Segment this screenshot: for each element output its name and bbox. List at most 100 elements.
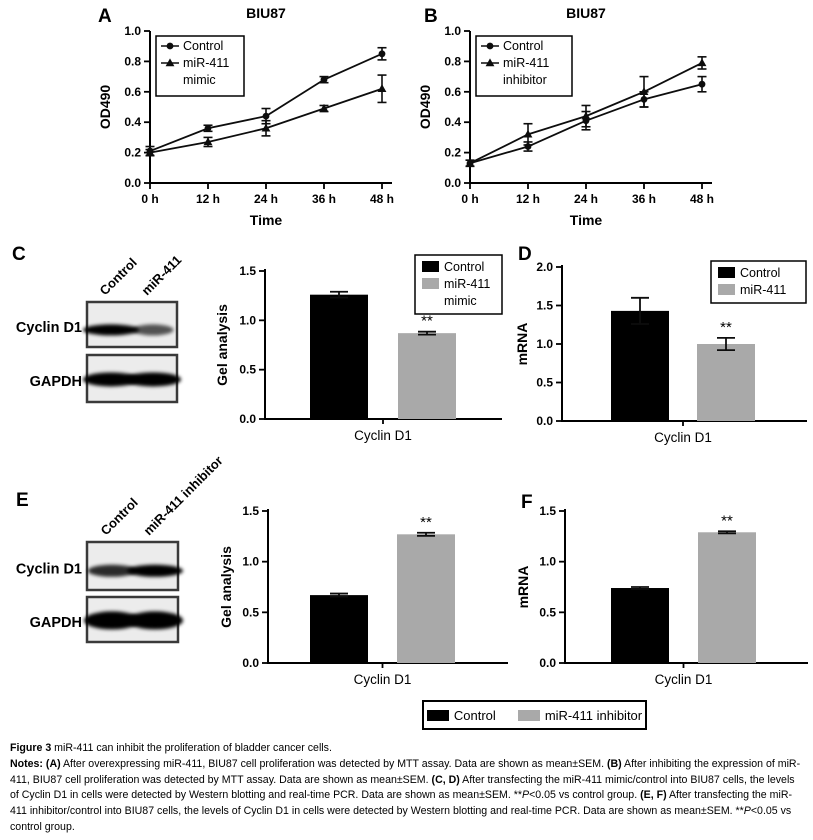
panel-letter-d: D	[518, 244, 532, 265]
svg-text:Time: Time	[570, 212, 603, 228]
svg-text:miR-411: miR-411	[740, 283, 786, 297]
bar-chart-mrna-inhibitor: 0.0 0.5 1.0 1.5 Cyclin D1 mRNA **	[515, 504, 808, 687]
svg-text:Cyclin D1: Cyclin D1	[354, 428, 412, 443]
svg-text:1.5: 1.5	[539, 504, 556, 518]
caption-notes: Notes: (A) After overexpressing miR-411,…	[10, 757, 801, 833]
svg-text:OD490: OD490	[97, 85, 113, 130]
svg-text:1.5: 1.5	[536, 299, 553, 313]
mir411-inhibitor-swatch	[517, 709, 540, 721]
svg-text:0.0: 0.0	[536, 414, 553, 428]
svg-text:Control: Control	[503, 39, 543, 53]
svg-text:0.5: 0.5	[242, 605, 259, 619]
svg-text:36 h: 36 h	[632, 192, 656, 206]
svg-text:0.5: 0.5	[239, 363, 256, 377]
svg-text:48 h: 48 h	[690, 192, 714, 206]
svg-text:mimic: mimic	[444, 294, 477, 308]
svg-text:BIU87: BIU87	[246, 5, 286, 21]
bar-chart-gel-analysis-mimic: 0.0 0.5 1.0 1.5 Cyclin D1 Gel analysis ** Contr…	[214, 254, 503, 443]
svg-text:0.5: 0.5	[539, 605, 556, 619]
panel-letter-b: B	[424, 6, 438, 27]
svg-text:**: **	[720, 319, 732, 336]
svg-text:0.4: 0.4	[444, 115, 461, 129]
svg-text:0.0: 0.0	[239, 412, 256, 426]
svg-text:0.0: 0.0	[539, 656, 556, 670]
svg-text:miR-411: miR-411	[444, 277, 490, 291]
svg-text:0.0: 0.0	[124, 176, 141, 190]
svg-text:inhibitor: inhibitor	[503, 73, 547, 87]
legend-item-mir411-inhibitor: miR-411 inhibitor	[517, 707, 643, 723]
svg-text:**: **	[421, 313, 433, 330]
svg-text:24 h: 24 h	[254, 192, 278, 206]
svg-text:0.2: 0.2	[124, 146, 141, 160]
svg-text:0.2: 0.2	[444, 146, 461, 160]
panel-letter-c: C	[12, 244, 26, 265]
svg-text:Cyclin D1: Cyclin D1	[655, 672, 713, 687]
bar-chart-mrna-mimic: 0.0 0.5 1.0 1.5 2.0 Cyclin D1 mRNA ** Control miR…	[514, 260, 807, 445]
svg-text:Cyclin D1: Cyclin D1	[16, 320, 82, 336]
svg-text:1.0: 1.0	[539, 555, 556, 569]
svg-text:Cyclin D1: Cyclin D1	[16, 561, 82, 577]
panel-letter-a: A	[98, 6, 112, 27]
svg-text:0 h: 0 h	[141, 192, 158, 206]
legend-item-control: Control	[426, 707, 496, 723]
bar-chart-gel-analysis-inhibitor: 0.0 0.5 1.0 1.5 Cyclin D1 Gel analysis **	[218, 504, 508, 687]
svg-text:mRNA: mRNA	[515, 566, 531, 609]
svg-text:0.8: 0.8	[444, 54, 461, 68]
caption-title: Figure 3 miR-411 can inhibit the prolife…	[10, 742, 332, 754]
svg-text:miR-411: miR-411	[503, 56, 549, 70]
svg-text:**: **	[420, 514, 432, 531]
svg-text:1.0: 1.0	[242, 555, 259, 569]
svg-text:Gel analysis: Gel analysis	[218, 546, 234, 628]
svg-text:1.0: 1.0	[536, 337, 553, 351]
line-chart-biu87-mimic: BIU87 0.0 0.2 0.4 0.6 0.8 1.0 0 h 12 h 24 h 36 h 48…	[97, 5, 394, 228]
svg-text:48 h: 48 h	[370, 192, 394, 206]
svg-text:0.4: 0.4	[124, 115, 141, 129]
svg-text:miR-411 inhibitor: miR-411 inhibitor	[141, 453, 226, 538]
svg-text:GAPDH: GAPDH	[30, 374, 82, 390]
svg-text:1.5: 1.5	[242, 504, 259, 518]
svg-text:GAPDH: GAPDH	[30, 615, 82, 631]
svg-text:0.8: 0.8	[124, 54, 141, 68]
panel-letter-f: F	[521, 492, 533, 513]
shared-legend: Control miR-411 inhibitor	[422, 700, 647, 730]
legend-label: Control	[453, 707, 496, 723]
svg-text:12 h: 12 h	[516, 192, 540, 206]
svg-text:0 h: 0 h	[461, 192, 478, 206]
svg-text:1.5: 1.5	[239, 264, 256, 278]
svg-text:0.0: 0.0	[444, 176, 461, 190]
svg-text:Cyclin D1: Cyclin D1	[654, 430, 712, 445]
svg-text:OD490: OD490	[417, 85, 433, 130]
legend-label: miR-411 inhibitor	[544, 707, 643, 723]
svg-text:1.0: 1.0	[239, 313, 256, 327]
svg-text:24 h: 24 h	[574, 192, 598, 206]
svg-text:1.0: 1.0	[124, 24, 141, 38]
svg-text:2.0: 2.0	[536, 260, 553, 274]
svg-text:Control: Control	[97, 255, 140, 298]
svg-text:0.5: 0.5	[536, 376, 553, 390]
svg-text:Control: Control	[444, 260, 484, 274]
control-swatch	[426, 709, 449, 721]
western-blot-inhibitor: Control miR-411 inhibitor Cyclin D1 GAPDH	[16, 453, 226, 644]
svg-text:0.0: 0.0	[242, 656, 259, 670]
panel-letter-e: E	[16, 490, 29, 511]
svg-text:miR-411: miR-411	[183, 56, 229, 70]
svg-text:Time: Time	[250, 212, 283, 228]
svg-text:miR-411: miR-411	[139, 252, 185, 298]
svg-text:mRNA: mRNA	[514, 323, 530, 366]
svg-text:Gel analysis: Gel analysis	[214, 304, 230, 386]
svg-text:Control: Control	[740, 266, 780, 280]
svg-text:mimic: mimic	[183, 73, 216, 87]
svg-text:BIU87: BIU87	[566, 5, 606, 21]
svg-text:0.6: 0.6	[124, 85, 141, 99]
figure-caption: Figure 3 miR-411 can inhibit the prolife…	[10, 741, 805, 836]
svg-text:Control: Control	[98, 495, 141, 538]
svg-text:12 h: 12 h	[196, 192, 220, 206]
svg-text:0.6: 0.6	[444, 85, 461, 99]
svg-text:36 h: 36 h	[312, 192, 336, 206]
svg-text:1.0: 1.0	[444, 24, 461, 38]
svg-text:Control: Control	[183, 39, 223, 53]
svg-text:**: **	[721, 512, 733, 529]
line-chart-biu87-inhibitor: BIU87 0.0 0.2 0.4 0.6 0.8 1.0 0 h 12 h 24 h 36 h 48…	[417, 5, 714, 228]
